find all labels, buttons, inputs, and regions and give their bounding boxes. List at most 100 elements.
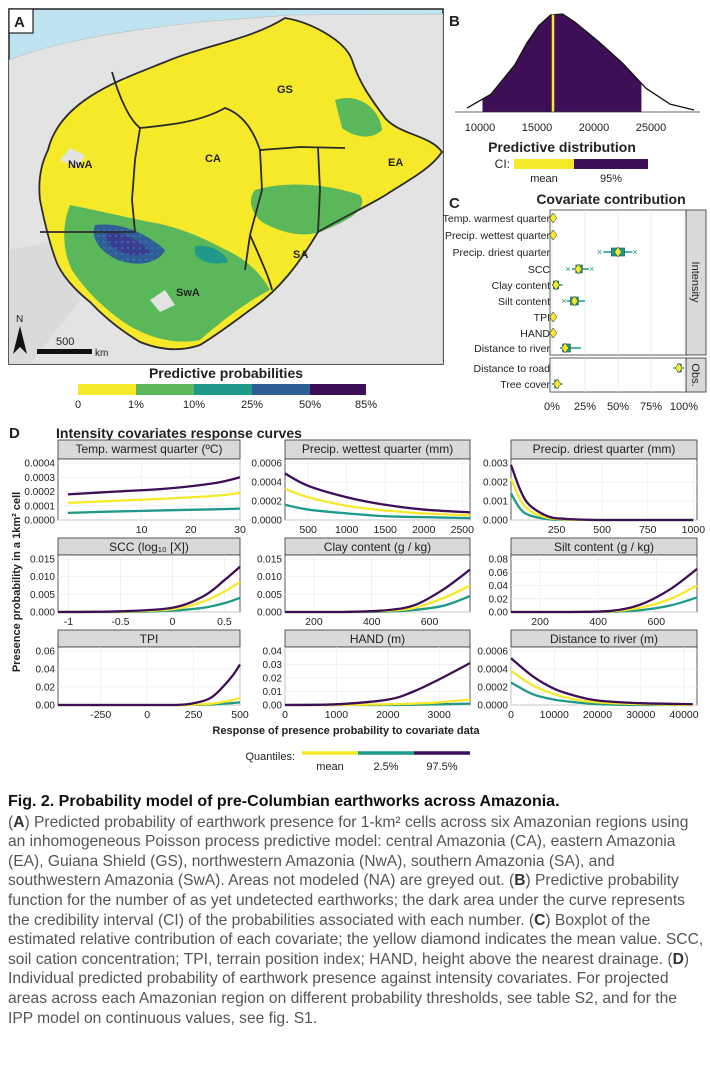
x-tick-label: 200 [305, 616, 323, 628]
y-tick-label: 0.005 [257, 590, 282, 601]
legend-a-swatch-5 [310, 384, 366, 395]
region-label-gs: GS [277, 84, 293, 96]
upper-quantile-line [285, 568, 471, 614]
x-tick-label: -0.5 [111, 616, 129, 628]
x-tick-label: 20000 [579, 122, 610, 134]
caption-part-letter: C [534, 911, 546, 929]
outlier-mark: × [565, 264, 570, 274]
upper-quantile-line [58, 663, 241, 707]
facet-grid: Temp. warmest quarter (ºC)0.00000.00010.… [24, 439, 705, 721]
y-tick-label: 0.0002 [251, 497, 282, 508]
outlier-mark: × [633, 247, 638, 257]
y-tick-label: 0.03 [263, 660, 283, 671]
x-tick-label: 20 [185, 524, 197, 536]
x-tick-label: 0% [544, 401, 560, 413]
legend-a-swatch-3 [194, 384, 252, 395]
x-tick-label: 1000 [335, 524, 359, 536]
covariate-label: TPI [534, 312, 550, 324]
facet-title: Precip. wettest quarter (mm) [302, 442, 453, 456]
legend-a: Predictive probabilities 0 1% 10% 25% 50… [75, 365, 377, 411]
x-tick-label: 75% [640, 401, 662, 413]
y-tick-label: 0.015 [30, 555, 55, 566]
x-tick-label: 0 [508, 709, 514, 721]
x-tick-label: 600 [421, 616, 439, 628]
caption-part-d: (D) Individual predicted probability of … [8, 951, 689, 1027]
legend-a-swatch-4 [252, 384, 310, 395]
covariate-label: SCC [528, 264, 551, 276]
facet-frame [510, 554, 698, 613]
y-tick-label: 0.06 [36, 647, 56, 658]
x-tick-label: 500 [593, 524, 611, 536]
y-tick-label: 0.0004 [24, 459, 55, 470]
x-tick-label: 250 [185, 709, 203, 721]
upper-quantile-line [510, 657, 693, 706]
quantile-legend-lo: 2.5% [373, 761, 398, 773]
ci-legend-mean-swatch [514, 159, 574, 169]
panel-d-xlabel: Response of presence probability to cova… [212, 725, 480, 737]
facet-title: TPI [140, 632, 159, 646]
y-tick-label: 0.02 [263, 674, 283, 685]
panel-b-xlabel: Predictive distribution [488, 139, 636, 155]
x-tick-label: 15000 [522, 122, 553, 134]
covariate-label: Silt content [498, 296, 550, 308]
panel-c-label: C [449, 195, 460, 212]
y-tick-label: 0.0000 [251, 516, 282, 527]
y-tick-label: 0.08 [489, 555, 509, 566]
panel-a-label-box [8, 8, 34, 34]
y-tick-label: 0.0004 [251, 478, 282, 489]
y-tick-label: 0.02 [36, 683, 56, 694]
y-tick-label: 0.0000 [24, 516, 55, 527]
y-tick-label: 0.0003 [24, 473, 55, 484]
panel-d: D Intensity covariates response curves P… [9, 425, 705, 773]
x-tick-label: 10 [136, 524, 148, 536]
boxplot-area: Temp. warmest quarter Precip. wettest qua… [443, 209, 687, 393]
legend-a-title: Predictive probabilities [149, 365, 303, 381]
upper-quantile-line [284, 662, 471, 707]
panel-d-ylabel: Presence probability in a 1km² cell [11, 492, 23, 672]
ci-legend-mean-label: mean [530, 173, 558, 185]
panel-d-label: D [9, 425, 20, 442]
legend-a-tick: 50% [299, 399, 321, 411]
x-tick-label: 10000 [465, 122, 496, 134]
facet-title: SCC (log₁₀ [X]) [109, 540, 189, 554]
caption-part-letter: D [672, 950, 684, 968]
y-tick-label: 0.0006 [251, 459, 282, 470]
facet-strip-intensity-label: Intensity [689, 262, 701, 303]
x-tick-label: 10000 [540, 709, 569, 721]
ci-legend-95-swatch [574, 159, 648, 169]
north-arrow: N [13, 314, 27, 354]
legend-a-tick: 25% [241, 399, 263, 411]
outlier-mark: × [561, 296, 566, 306]
density-plot [455, 13, 700, 113]
x-tick-label: 0 [169, 616, 175, 628]
facet-title: Clay content (g / kg) [324, 540, 431, 554]
covariate-label: Precip. wettest quarter [445, 230, 551, 242]
y-tick-label: 0.015 [257, 555, 282, 566]
upper-quantile-line [67, 476, 241, 496]
x-tick-label: 1000 [325, 709, 349, 721]
facet-title: Temp. warmest quarter (ºC) [75, 442, 222, 456]
panel-c-title: Covariate contribution [536, 191, 685, 207]
mean-diamond [549, 212, 558, 224]
legend-a-tick: 10% [183, 399, 205, 411]
y-tick-label: 0.04 [263, 647, 283, 658]
y-tick-label: 0.00 [263, 701, 283, 712]
outlier-mark: × [589, 264, 594, 274]
region-boundaries [38, 17, 443, 351]
ci-legend-label: CI: [495, 157, 510, 171]
caption-part-b: (B) Predictive probability function for … [8, 872, 685, 928]
x-tick-label: 2000 [412, 524, 436, 536]
y-tick-label: 0.01 [263, 687, 283, 698]
caption-part-text: ) Boxplot of the estimated relative cont… [8, 911, 704, 968]
y-tick-label: 0.00 [489, 608, 509, 619]
x-tick-label: -250 [90, 709, 111, 721]
covariate-label: Temp. warmest quarter [443, 213, 551, 225]
scale-bar-unit: km [95, 348, 108, 359]
x-tick-label: 0 [282, 709, 288, 721]
y-tick-label: 0.06 [489, 568, 509, 579]
quantile-legend-mean: mean [316, 761, 344, 773]
facet-title: HAND (m) [350, 632, 405, 646]
legend-a-tick: 0 [75, 399, 81, 411]
mean-diamond [552, 279, 560, 291]
mean-diamond [549, 311, 558, 323]
